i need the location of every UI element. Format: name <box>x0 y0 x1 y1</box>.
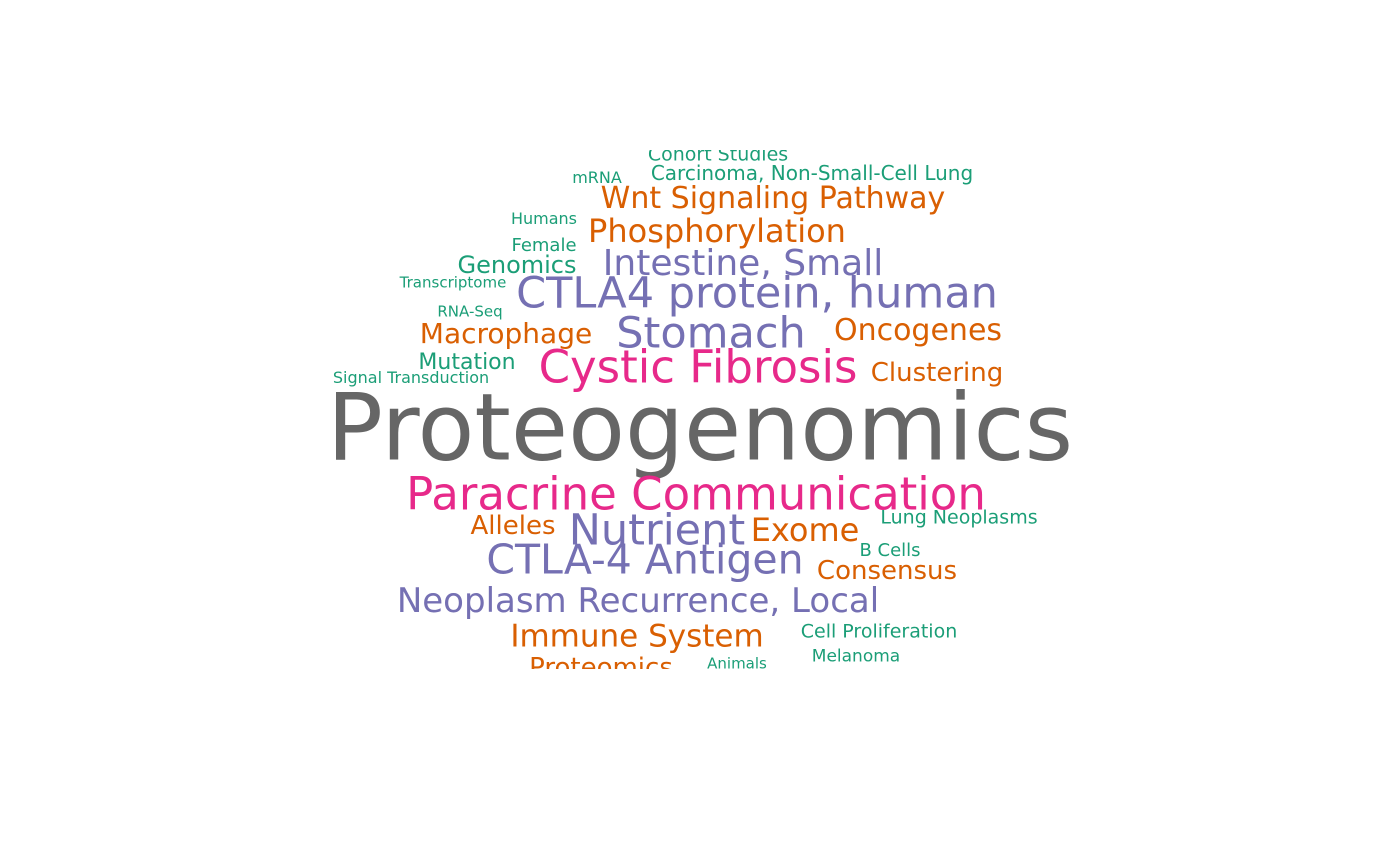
word-rna-seq: RNA-Seq <box>437 302 503 321</box>
word-ctla4-protein-human: CTLA4 protein, human <box>516 268 998 319</box>
word-ctla-4-antigen: CTLA-4 Antigen <box>486 535 804 584</box>
word-nutrient: Nutrient <box>568 505 746 556</box>
word-cell-proliferation: Cell Proliferation <box>800 620 958 643</box>
word-immune-system: Immune System <box>510 618 764 655</box>
word-mrna: mRNA <box>572 168 622 187</box>
word-intestine-small: Intestine, Small <box>602 243 884 284</box>
word-paracrine-communication: Paracrine Communication <box>406 467 986 521</box>
word-proteomics: Proteomics <box>529 653 673 683</box>
word-consensus: Consensus <box>816 556 958 586</box>
word-genomics: Genomics <box>457 251 577 279</box>
word-animals: Animals <box>707 654 767 673</box>
word-carcinoma-non-small-cell-lung: Carcinoma, Non-Small-Cell Lung <box>650 161 974 185</box>
word-alleles: Alleles <box>470 511 556 541</box>
word-humans: Humans <box>510 209 578 228</box>
word-wnt-signaling-pathway: Wnt Signaling Pathway <box>600 181 946 216</box>
word-exome: Exome <box>750 511 860 549</box>
word-proteogenomics: Proteogenomics <box>326 373 1074 482</box>
word-oncogenes: Oncogenes <box>833 313 1003 348</box>
word-signal-transduction: Signal Transduction <box>332 368 490 387</box>
word-cohort-studies: Cohort Studies <box>647 143 789 166</box>
word-neoplasm-recurrence-local: Neoplasm Recurrence, Local <box>396 581 880 621</box>
word-clustering: Clustering <box>870 358 1004 388</box>
word-mutation: Mutation <box>418 350 516 375</box>
word-transcriptome: Transcriptome <box>399 273 507 292</box>
word-female: Female <box>511 235 577 256</box>
word-macrophage: Macrophage <box>419 317 593 350</box>
word-lung-neoplasms: Lung Neoplasms <box>880 506 1038 529</box>
word-stomach: Stomach <box>616 308 806 359</box>
word-b-cells: B Cells <box>859 540 921 561</box>
word-cystic-fibrosis: Cystic Fibrosis <box>538 340 858 394</box>
word-phosphorylation: Phosphorylation <box>588 212 846 250</box>
word-melanoma: Melanoma <box>811 646 901 667</box>
